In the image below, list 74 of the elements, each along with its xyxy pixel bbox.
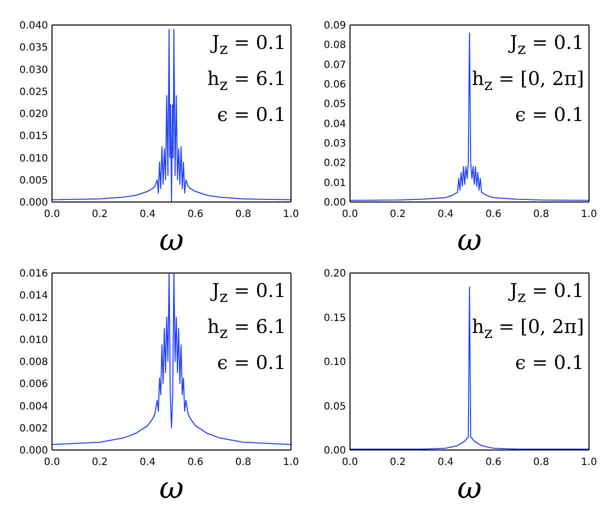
y-tick-label: 0.030: [19, 64, 48, 76]
annotation: ϵ = 0.1: [216, 102, 286, 128]
annotation: J$_{z}$ = 0.1: [209, 31, 286, 60]
y-tick-label: 0.014: [19, 290, 48, 302]
y-tick-label: 0.005: [19, 175, 48, 186]
y-tick-label: 0.002: [19, 423, 48, 434]
y-tick-label: 0.040: [19, 20, 48, 32]
x-tick-label: 0.8: [533, 457, 550, 468]
annotation: h$_{z}$ = 6.1: [207, 66, 286, 96]
x-tick-label: 1.0: [581, 209, 597, 220]
y-tick-label: 0.004: [19, 401, 48, 412]
x-tick-label: 0.0: [44, 209, 60, 220]
x-tick-label: 0.8: [533, 209, 550, 220]
y-tick-label: 0.05: [324, 401, 346, 412]
x-tick-label: 1.0: [581, 457, 597, 468]
x-tick-label: 0.0: [44, 457, 60, 468]
x-tick-label: 0.0: [342, 209, 358, 220]
y-tick-label: 0.03: [324, 138, 346, 150]
annotation: ϵ = 0.1: [514, 102, 584, 128]
y-tick-label: 0.04: [324, 118, 346, 130]
x-tick-label: 0.6: [187, 209, 204, 220]
x-tick-label: 0.6: [485, 457, 502, 468]
y-tick-label: 0.01: [324, 178, 346, 189]
y-tick-label: 0.08: [324, 40, 346, 52]
x-tick-label: 0.2: [92, 209, 108, 220]
x-tick-label: 0.8: [235, 457, 252, 468]
x-tick-label: 0.4: [438, 457, 454, 468]
x-axis-title: ω: [159, 223, 184, 258]
x-tick-label: 0.4: [438, 209, 454, 220]
annotation: J$_{z}$ = 0.1: [507, 279, 584, 308]
annotation: J$_{z}$ = 0.1: [507, 31, 584, 60]
y-tick-label: 0.15: [324, 312, 346, 324]
annotation: h$_{z}$ = [0, 2π]: [472, 66, 584, 96]
y-tick-label: 0.008: [19, 357, 48, 368]
y-tick-label: 0.00: [324, 198, 346, 209]
y-tick-label: 0.09: [324, 20, 346, 32]
x-tick-label: 0.2: [92, 457, 108, 468]
y-tick-label: 0.06: [324, 80, 346, 91]
x-tick-label: 0.2: [390, 209, 406, 220]
x-tick-label: 0.0: [342, 457, 358, 468]
y-tick-label: 0.000: [19, 198, 48, 209]
y-tick-label: 0.012: [19, 312, 48, 324]
x-tick-label: 0.4: [140, 209, 156, 220]
x-tick-label: 0.6: [485, 209, 502, 220]
y-tick-label: 0.016: [19, 268, 48, 280]
y-tick-label: 0.05: [324, 99, 346, 110]
y-tick-label: 0.010: [19, 334, 48, 346]
y-tick-label: 0.015: [19, 131, 48, 142]
y-tick-label: 0.07: [324, 60, 346, 71]
y-tick-label: 0.035: [19, 42, 48, 54]
annotation: h$_{z}$ = 6.1: [207, 314, 286, 344]
x-axis-title: ω: [159, 471, 184, 506]
y-tick-label: 0.025: [19, 86, 48, 98]
y-tick-label: 0.00: [324, 446, 346, 457]
annotation: h$_{z}$ = [0, 2π]: [472, 314, 584, 344]
x-tick-label: 0.4: [140, 457, 156, 468]
x-tick-label: 1.0: [283, 457, 299, 468]
y-tick-label: 0.02: [324, 158, 346, 170]
y-tick-label: 0.020: [19, 109, 48, 120]
y-tick-label: 0.20: [324, 268, 346, 280]
annotation: J$_{z}$ = 0.1: [209, 279, 286, 308]
annotation: ϵ = 0.1: [216, 350, 286, 376]
y-tick-label: 0.10: [324, 357, 346, 368]
annotation: ϵ = 0.1: [514, 350, 584, 376]
x-tick-label: 0.2: [390, 457, 406, 468]
line-series: [52, 28, 291, 202]
x-axis-title: ω: [457, 471, 482, 506]
x-tick-label: 0.6: [187, 457, 204, 468]
x-axis-title: ω: [457, 223, 482, 258]
x-tick-label: 0.8: [235, 209, 252, 220]
y-tick-label: 0.000: [19, 446, 48, 457]
y-tick-label: 0.006: [19, 379, 48, 390]
x-tick-label: 1.0: [283, 209, 299, 220]
y-tick-label: 0.010: [19, 153, 48, 164]
